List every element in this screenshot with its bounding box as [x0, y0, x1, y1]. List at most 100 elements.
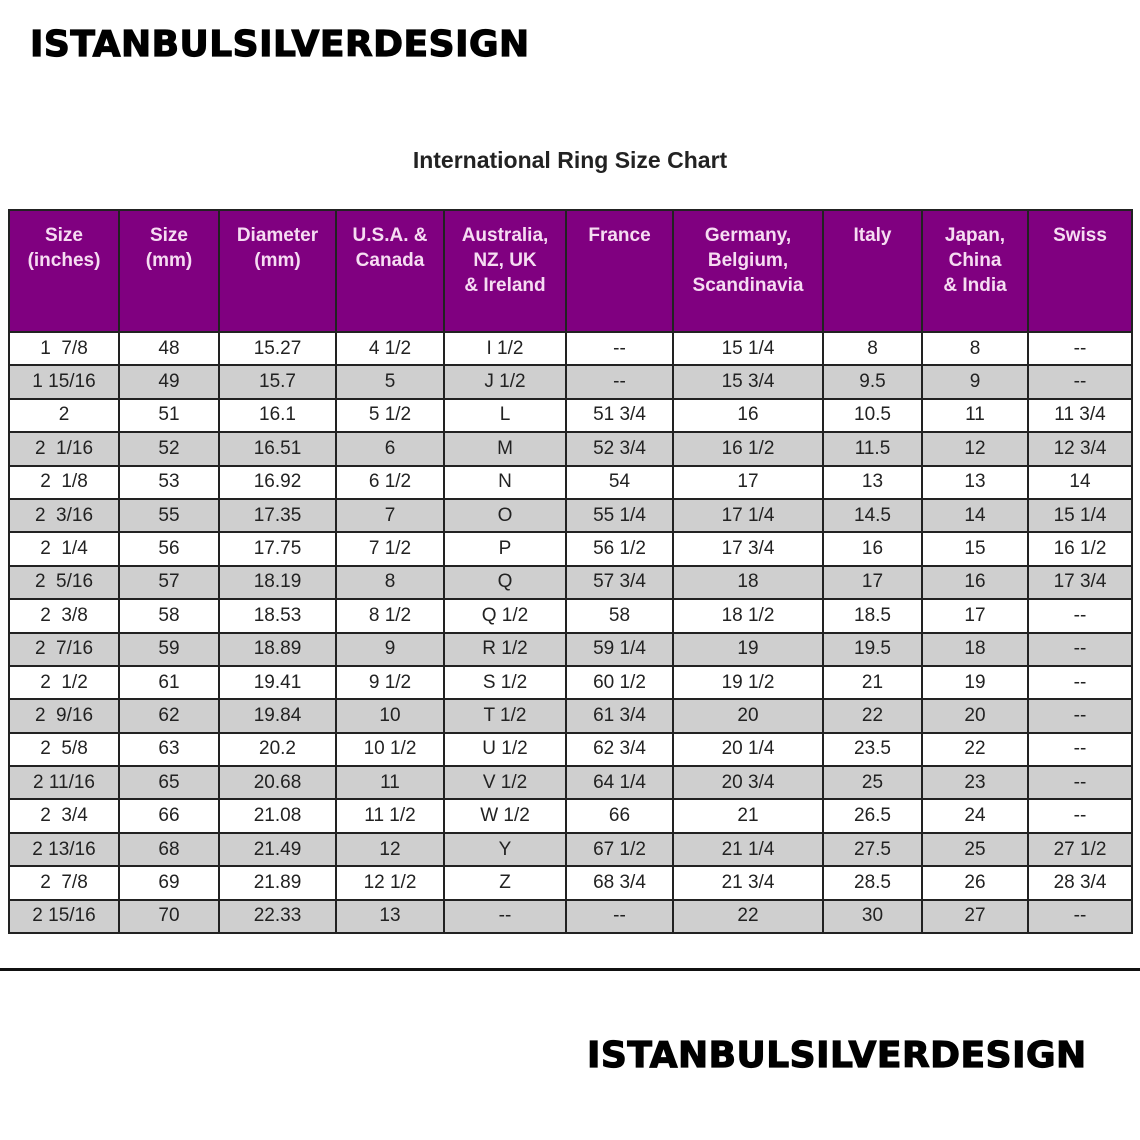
table-row: 2 5/16 57 18.19 8 Q 57 3/4 18 17 16 17 3/4 — [8, 564, 1133, 601]
table-cell: 5 1/2 — [335, 397, 445, 434]
column-header: Japan, China & India — [921, 209, 1029, 333]
table-cell: 9 — [335, 631, 445, 667]
table-row: 2 3/8 58 18.53 8 1/2 Q 1/2 58 18 1/2 18.5 17 -- — [8, 598, 1133, 634]
table-cell: -- — [565, 898, 674, 935]
table-cell: 57 3/4 — [565, 564, 674, 601]
table-row: 1 15/16 49 15.7 5 J 1/2 -- 15 3/4 9.5 9 -- — [8, 364, 1133, 400]
table-cell: 25 — [921, 831, 1029, 868]
table-cell: 19.41 — [218, 664, 337, 701]
table-cell: 26.5 — [822, 798, 923, 834]
table-cell: -- — [1027, 898, 1133, 935]
table-cell: 15 1/4 — [672, 330, 824, 367]
chart-title: International Ring Size Chart — [412, 147, 728, 173]
table-cell: 55 — [118, 497, 220, 534]
table-cell: 11.5 — [822, 431, 923, 467]
table-cell: 19 1/2 — [672, 664, 824, 701]
table-cell: -- — [1027, 765, 1133, 801]
table-cell: 2 1/2 — [8, 664, 120, 701]
table-cell: 16 1/2 — [1027, 531, 1133, 567]
table-cell: 20 — [672, 698, 824, 734]
table-cell: 16.51 — [218, 431, 337, 467]
table-cell: 12 — [335, 831, 445, 868]
table-cell: 2 — [8, 397, 120, 434]
table-row: 2 1/4 56 17.75 7 1/2 P 56 1/2 17 3/4 16 15 16 1/2 — [8, 531, 1133, 567]
table-cell: -- — [1027, 731, 1133, 768]
table-cell: 53 — [118, 464, 220, 500]
table-cell: 56 — [118, 531, 220, 567]
column-header: Australia, NZ, UK & Ireland — [443, 209, 567, 333]
table-cell: 21.08 — [218, 798, 337, 834]
table-cell: Z — [443, 865, 567, 901]
table-cell: 2 9/16 — [8, 698, 120, 734]
table-cell: 16.1 — [218, 397, 337, 434]
table-cell: 57 — [118, 564, 220, 601]
table-cell: 51 — [118, 397, 220, 434]
table-cell: 19.84 — [218, 698, 337, 734]
table-cell: 18.19 — [218, 564, 337, 601]
table-cell: P — [443, 531, 567, 567]
table-cell: 8 — [335, 564, 445, 601]
table-cell: 16.92 — [218, 464, 337, 500]
table-cell: 2 7/16 — [8, 631, 120, 667]
table-cell: 68 3/4 — [565, 865, 674, 901]
column-header: U.S.A. & Canada — [335, 209, 445, 333]
table-cell: 9 1/2 — [335, 664, 445, 701]
table-cell: 52 3/4 — [565, 431, 674, 467]
table-cell: 61 3/4 — [565, 698, 674, 734]
table-cell: 19 — [672, 631, 824, 667]
table-cell: 58 — [565, 598, 674, 634]
table-cell: 12 3/4 — [1027, 431, 1133, 467]
table-cell: N — [443, 464, 567, 500]
table-cell: 64 1/4 — [565, 765, 674, 801]
table-cell: 68 — [118, 831, 220, 868]
table-cell: 25 — [822, 765, 923, 801]
table-cell: 19.5 — [822, 631, 923, 667]
table-cell: M — [443, 431, 567, 467]
table-cell: 59 1/4 — [565, 631, 674, 667]
table-cell: 22 — [921, 731, 1029, 768]
table-cell: 1 15/16 — [8, 364, 120, 400]
table-cell: 15 — [921, 531, 1029, 567]
table-cell: Y — [443, 831, 567, 868]
table-cell: 17 1/4 — [672, 497, 824, 534]
table-cell: -- — [1027, 664, 1133, 701]
table-cell: 4 1/2 — [335, 330, 445, 367]
table-cell: 2 5/16 — [8, 564, 120, 601]
table-cell: 11 1/2 — [335, 798, 445, 834]
table-cell: 61 — [118, 664, 220, 701]
table-cell: S 1/2 — [443, 664, 567, 701]
table-cell: 8 — [822, 330, 923, 367]
table-cell: 2 11/16 — [8, 765, 120, 801]
table-cell: 49 — [118, 364, 220, 400]
table-cell: 8 1/2 — [335, 598, 445, 634]
table-cell: -- — [565, 330, 674, 367]
ring-size-table: Size (inches) Size (mm) Diameter (mm) U.S.A… — [8, 209, 1133, 935]
table-cell: 66 — [565, 798, 674, 834]
table-cell: 10.5 — [822, 397, 923, 434]
table-row: 2 7/8 69 21.89 12 1/2 Z 68 3/4 21 3/4 28.5 26 28 … — [8, 865, 1133, 901]
table-cell: V 1/2 — [443, 765, 567, 801]
table-cell: 16 — [822, 531, 923, 567]
table-cell: 2 3/8 — [8, 598, 120, 634]
column-header: Swiss — [1027, 209, 1133, 333]
table-cell: 13 — [335, 898, 445, 935]
table-cell: 18 — [921, 631, 1029, 667]
table-cell: J 1/2 — [443, 364, 567, 400]
column-header: Size (inches) — [8, 209, 120, 333]
table-cell: 16 — [921, 564, 1029, 601]
column-header: Germany, Belgium, Scandinavia — [672, 209, 824, 333]
table-cell: 18.5 — [822, 598, 923, 634]
table-cell: -- — [1027, 598, 1133, 634]
table-cell: 9.5 — [822, 364, 923, 400]
table-cell: 2 1/16 — [8, 431, 120, 467]
table-cell: 20 3/4 — [672, 765, 824, 801]
table-cell: -- — [1027, 698, 1133, 734]
column-header: France — [565, 209, 674, 333]
header-row: Size (inches) Size (mm) Diameter (mm) U.S.A… — [8, 209, 1133, 333]
table-cell: 13 — [822, 464, 923, 500]
table-cell: 20.2 — [218, 731, 337, 768]
table-cell: 22 — [672, 898, 824, 935]
table-cell: 62 — [118, 698, 220, 734]
table-cell: 23 — [921, 765, 1029, 801]
table-cell: I 1/2 — [443, 330, 567, 367]
